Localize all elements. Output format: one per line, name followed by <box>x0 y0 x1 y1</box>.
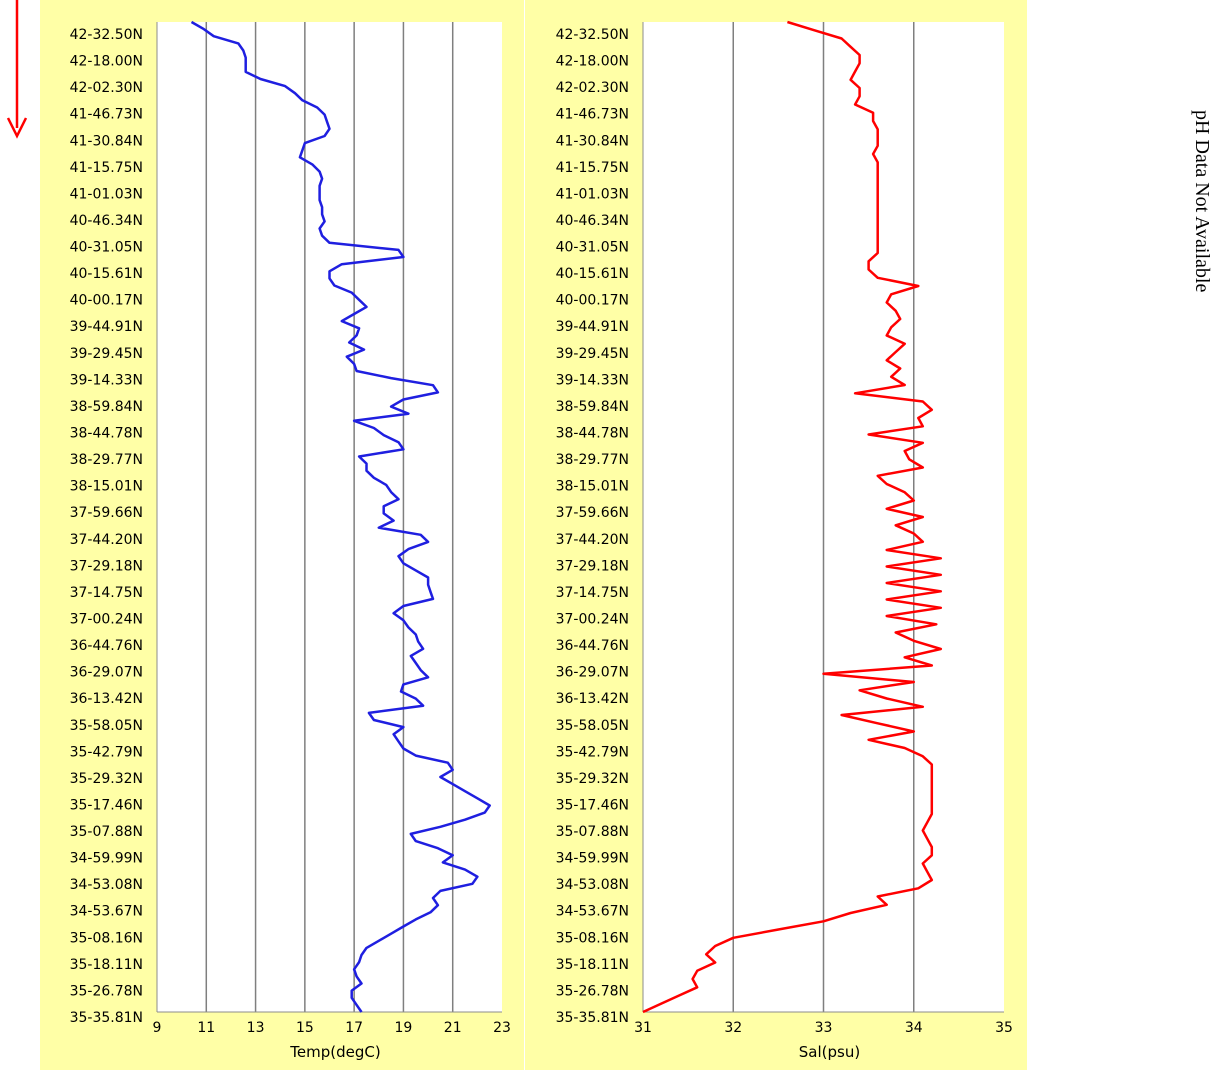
y-tick-label: 37-44.20N <box>556 532 629 548</box>
y-tick-label: 38-44.78N <box>70 426 143 442</box>
y-tick-label: 34-53.08N <box>70 877 143 893</box>
y-tick-label: 41-30.84N <box>556 133 629 149</box>
y-tick-label: 38-29.77N <box>70 452 143 468</box>
y-tick-label: 41-01.03N <box>556 186 629 202</box>
y-tick-label: 36-29.07N <box>556 665 629 681</box>
y-tick-label: 37-00.24N <box>70 611 143 627</box>
ph-unavailable-note: pH Data Not Available <box>1191 110 1213 293</box>
y-tick-label: 35-08.16N <box>70 930 143 946</box>
x-tick-label: 31 <box>634 1020 652 1036</box>
y-tick-label: 34-53.67N <box>70 904 143 920</box>
y-tick-label: 35-35.81N <box>70 1010 143 1026</box>
y-tick-label: 40-00.17N <box>70 293 143 309</box>
y-tick-label: 34-53.67N <box>556 904 629 920</box>
x-tick-label: 19 <box>395 1020 413 1036</box>
y-tick-label: 38-29.77N <box>556 452 629 468</box>
y-tick-label: 34-59.99N <box>70 851 143 867</box>
y-tick-label: 41-30.84N <box>70 133 143 149</box>
direction-arrow-icon <box>6 0 28 139</box>
x-tick-label: 15 <box>296 1020 314 1036</box>
y-tick-label: 37-59.66N <box>70 505 143 521</box>
y-tick-label: 38-59.84N <box>556 399 629 415</box>
y-tick-label: 42-02.30N <box>70 80 143 96</box>
y-tick-label: 38-44.78N <box>556 426 629 442</box>
y-tick-label: 35-07.88N <box>556 824 629 840</box>
x-tick-label: 13 <box>247 1020 265 1036</box>
salinity-chart: 31 32 33 34 35 42-32.50N 42-18.00N 42-02.30N 41-… <box>556 20 1013 1061</box>
y-tick-label: 37-14.75N <box>70 585 143 601</box>
y-tick-label: 35-29.32N <box>70 771 143 787</box>
y-tick-label: 38-15.01N <box>70 479 143 495</box>
y-tick-label: 39-29.45N <box>70 346 143 362</box>
y-tick-label: 40-00.17N <box>556 293 629 309</box>
y-tick-label: 36-44.76N <box>70 638 143 654</box>
y-tick-label: 35-18.11N <box>70 957 143 973</box>
y-tick-label: 40-31.05N <box>70 240 143 256</box>
x-tick-label: 21 <box>444 1020 462 1036</box>
y-tick-label: 40-46.34N <box>70 213 143 229</box>
x-tick-label: 33 <box>815 1020 833 1036</box>
x-tick-label: 23 <box>493 1020 511 1036</box>
y-tick-label: 41-46.73N <box>556 107 629 123</box>
y-tick-label: 42-32.50N <box>70 27 143 43</box>
x-axis-title: Temp(degC) <box>289 1043 380 1061</box>
y-tick-label: 36-13.42N <box>70 691 143 707</box>
y-tick-label: 42-02.30N <box>556 80 629 96</box>
y-tick-label: 42-18.00N <box>556 54 629 70</box>
y-tick-label: 34-59.99N <box>556 851 629 867</box>
y-tick-label: 39-29.45N <box>556 346 629 362</box>
y-tick-label: 41-15.75N <box>70 160 143 176</box>
y-tick-label: 40-46.34N <box>556 213 629 229</box>
y-tick-label: 36-44.76N <box>556 638 629 654</box>
y-tick-label: 39-44.91N <box>70 319 143 335</box>
y-tick-label: 35-17.46N <box>70 797 143 813</box>
y-tick-label: 38-59.84N <box>70 399 143 415</box>
y-tick-label: 42-32.50N <box>556 27 629 43</box>
y-tick-label: 37-29.18N <box>556 558 629 574</box>
temperature-chart: 9 11 13 15 17 19 21 23 42-32.50N 42-18.00N 42-02.3… <box>70 20 511 1061</box>
series-line <box>190 20 491 1013</box>
y-tick-label: 35-26.78N <box>556 983 629 999</box>
y-tick-label: 35-42.79N <box>556 744 629 760</box>
y-tick-label: 42-18.00N <box>70 54 143 70</box>
x-tick-label: 9 <box>153 1020 162 1036</box>
y-tick-label: 41-46.73N <box>70 107 143 123</box>
y-tick-label: 35-42.79N <box>70 744 143 760</box>
y-tick-label: 36-13.42N <box>556 691 629 707</box>
y-tick-label: 35-35.81N <box>556 1010 629 1026</box>
y-tick-label: 35-07.88N <box>70 824 143 840</box>
y-tick-label: 34-53.08N <box>556 877 629 893</box>
y-tick-label: 39-14.33N <box>70 372 143 388</box>
x-tick-label: 34 <box>905 1020 923 1036</box>
y-tick-label: 37-29.18N <box>70 558 143 574</box>
y-tick-label: 35-26.78N <box>70 983 143 999</box>
y-tick-label: 40-15.61N <box>556 266 629 282</box>
y-tick-label: 38-15.01N <box>556 479 629 495</box>
series-line <box>642 20 943 1014</box>
y-tick-label: 40-31.05N <box>556 240 629 256</box>
y-tick-label: 39-44.91N <box>556 319 629 335</box>
y-tick-label: 37-14.75N <box>556 585 629 601</box>
x-tick-label: 32 <box>724 1020 742 1036</box>
y-tick-label: 35-58.05N <box>70 718 143 734</box>
y-tick-label: 35-29.32N <box>556 771 629 787</box>
y-tick-label: 37-44.20N <box>70 532 143 548</box>
y-tick-label: 41-15.75N <box>556 160 629 176</box>
y-tick-label: 37-00.24N <box>556 611 629 627</box>
y-tick-label: 39-14.33N <box>556 372 629 388</box>
y-tick-label: 37-59.66N <box>556 505 629 521</box>
x-axis-title: Sal(psu) <box>799 1043 860 1061</box>
y-tick-label: 41-01.03N <box>70 186 143 202</box>
x-tick-label: 35 <box>995 1020 1013 1036</box>
y-tick-label: 36-29.07N <box>70 665 143 681</box>
plot-area <box>157 22 502 1012</box>
y-tick-label: 35-08.16N <box>556 930 629 946</box>
x-tick-label: 11 <box>197 1020 215 1036</box>
x-tick-label: 17 <box>345 1020 363 1036</box>
y-tick-label: 35-17.46N <box>556 797 629 813</box>
y-tick-label: 35-18.11N <box>556 957 629 973</box>
y-tick-label: 35-58.05N <box>556 718 629 734</box>
y-tick-label: 40-15.61N <box>70 266 143 282</box>
